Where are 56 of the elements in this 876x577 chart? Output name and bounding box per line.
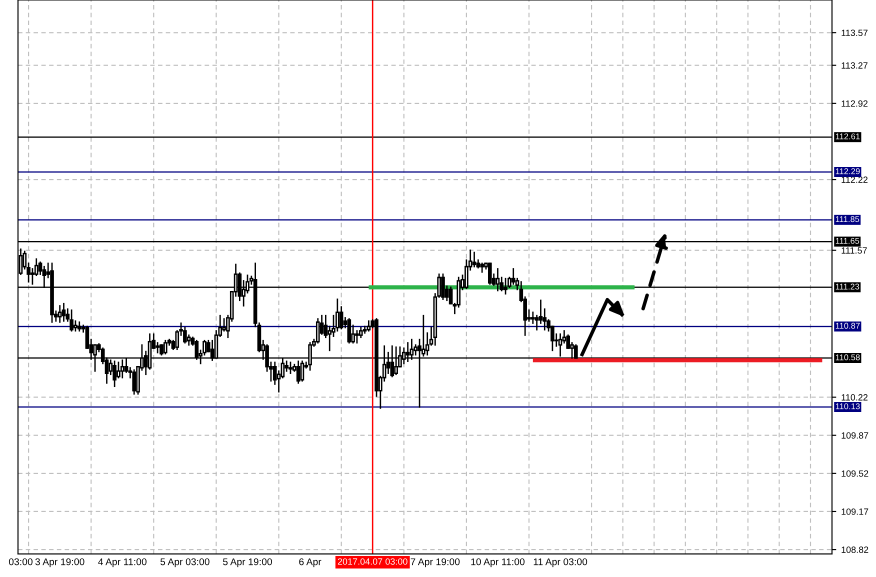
candlestick: [472, 252, 476, 268]
ref-line-label: 111.65: [836, 238, 860, 244]
y-tick-label: 111.57: [842, 247, 867, 254]
candlestick: [74, 320, 78, 332]
candlestick: [296, 360, 300, 384]
x-tick-label: 2017.04.07 03:00: [338, 558, 408, 565]
y-tick-label: 109.87: [842, 432, 868, 439]
x-tick-label: 10 Apr 11:00: [471, 558, 525, 568]
candlestick: [300, 360, 304, 382]
x-tick-label: 5 Apr 03:00: [160, 558, 210, 568]
y-tick-label: 108.82: [842, 546, 868, 553]
candlestick: [339, 306, 344, 330]
candlestick: [504, 278, 508, 295]
x-tick-label: 5 Apr 19:00: [223, 558, 272, 568]
y-tick-label: 110.22: [842, 394, 868, 401]
candlestick: [531, 312, 535, 324]
x-tick-label: 7 Apr 19:00: [410, 558, 460, 568]
ref-line-label: 110.58: [836, 354, 860, 360]
candlestick: [30, 268, 34, 285]
x-tick-label: 11 Apr 03:00: [534, 558, 588, 568]
ref-line-label: 110.87: [836, 322, 860, 329]
candlestick: [132, 369, 136, 395]
y-tick-label: 112.92: [842, 100, 868, 107]
candlestick: [58, 305, 62, 323]
x-tick-label: 3 Apr 19:00: [35, 558, 84, 568]
y-tick-label: 109.17: [842, 508, 868, 515]
candlestick: [186, 334, 191, 346]
candlestick: [160, 344, 164, 356]
ref-line-label: 111.85: [836, 216, 860, 222]
candlestick: [116, 362, 120, 378]
candlestick: [112, 360, 116, 388]
ref-line-label: 111.23: [836, 284, 860, 290]
candlestick: [316, 318, 320, 344]
candlestick: [222, 318, 226, 332]
x-tick-label: 4 Apr 11:00: [98, 558, 147, 568]
ref-line-label: 112.29: [836, 168, 860, 174]
candlestick: [441, 274, 445, 300]
candlestick: [156, 342, 160, 354]
candlestick: [288, 362, 292, 374]
candlestick: [62, 302, 66, 322]
y-tick-label: 113.57: [842, 30, 868, 36]
x-tick-label: 6 Apr: [299, 558, 322, 568]
candlestick: [355, 330, 359, 344]
y-tick-label: 113.27: [842, 62, 868, 69]
candlestick: [163, 340, 168, 354]
y-tick-label: 109.52: [842, 470, 868, 477]
x-tick-label: 03:00: [8, 558, 33, 566]
candlestick: [496, 268, 500, 292]
candlestick: [488, 262, 492, 285]
candlestick: [366, 320, 371, 332]
candlestick: [347, 318, 352, 344]
candlestick: [183, 326, 187, 344]
ref-line-label: 112.61: [836, 133, 860, 140]
ref-line-label: 110.13: [836, 403, 860, 410]
candlestick: [70, 309, 74, 332]
candlestick: [534, 314, 539, 330]
